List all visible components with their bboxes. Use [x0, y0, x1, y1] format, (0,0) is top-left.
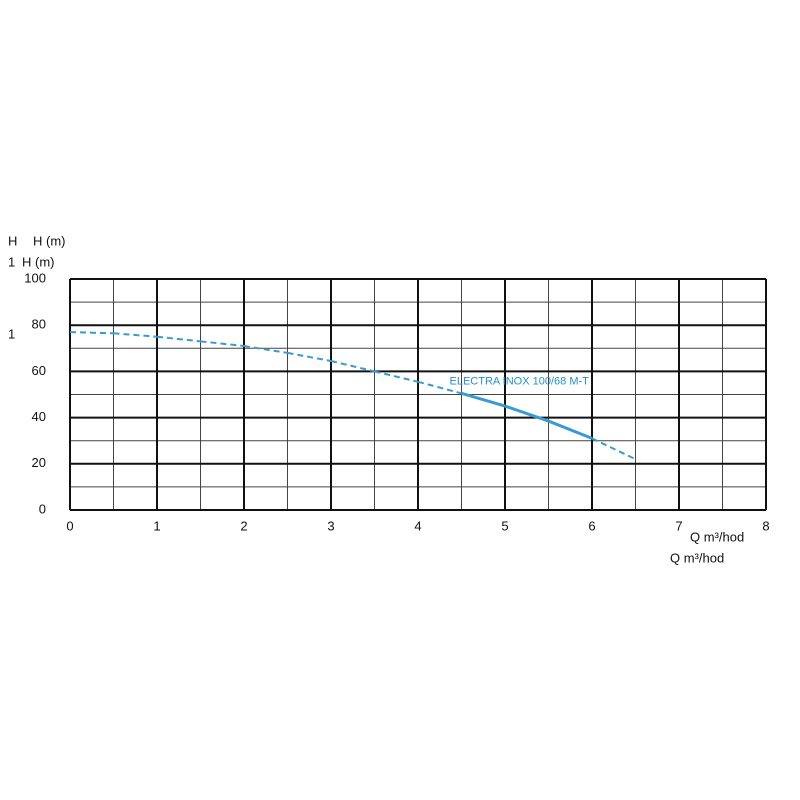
ghost-text: Q m³/hod [690, 529, 744, 544]
curve-segment [547, 419, 593, 440]
y-tick-label: 100 [24, 270, 46, 285]
y-tick-label: 20 [32, 455, 46, 470]
curve-segment [330, 360, 375, 373]
y-tick-label: 40 [32, 409, 46, 424]
series-label: ELECTRA INOX 100/68 M-T [450, 375, 590, 387]
ghost-text: H (m) [33, 233, 66, 248]
x-tick-label: 2 [240, 518, 247, 533]
x-tick-label: 5 [501, 518, 508, 533]
curve-segment [69, 331, 114, 335]
curve-segment [200, 340, 245, 347]
x-tick-label: 1 [153, 518, 160, 533]
curve-segment [287, 351, 332, 362]
y-axis-label: H (m) [22, 254, 55, 269]
x-tick-label: 8 [762, 518, 769, 533]
curve-segment [461, 391, 506, 408]
x-tick-label: 4 [414, 518, 421, 533]
ghost-text: 1 [8, 254, 15, 269]
y-tick-label: 60 [32, 363, 46, 378]
curve-segment [504, 404, 549, 423]
x-tick-label: 3 [327, 518, 334, 533]
curve-segment [417, 380, 462, 395]
curve-segment [156, 335, 201, 343]
x-axis-label: Q m³/hod [670, 550, 724, 565]
x-tick-label: 0 [66, 518, 73, 533]
curve-segment [374, 370, 419, 383]
ghost-text: 1 [8, 326, 15, 341]
curve-segment [591, 437, 636, 461]
y-tick-label: 80 [32, 317, 46, 332]
y-tick-label: 0 [39, 501, 46, 516]
curve-segment [113, 332, 158, 338]
curve-segment [243, 345, 288, 354]
x-tick-label: 7 [675, 518, 682, 533]
x-tick-label: 6 [588, 518, 595, 533]
ghost-text: H [8, 233, 17, 248]
